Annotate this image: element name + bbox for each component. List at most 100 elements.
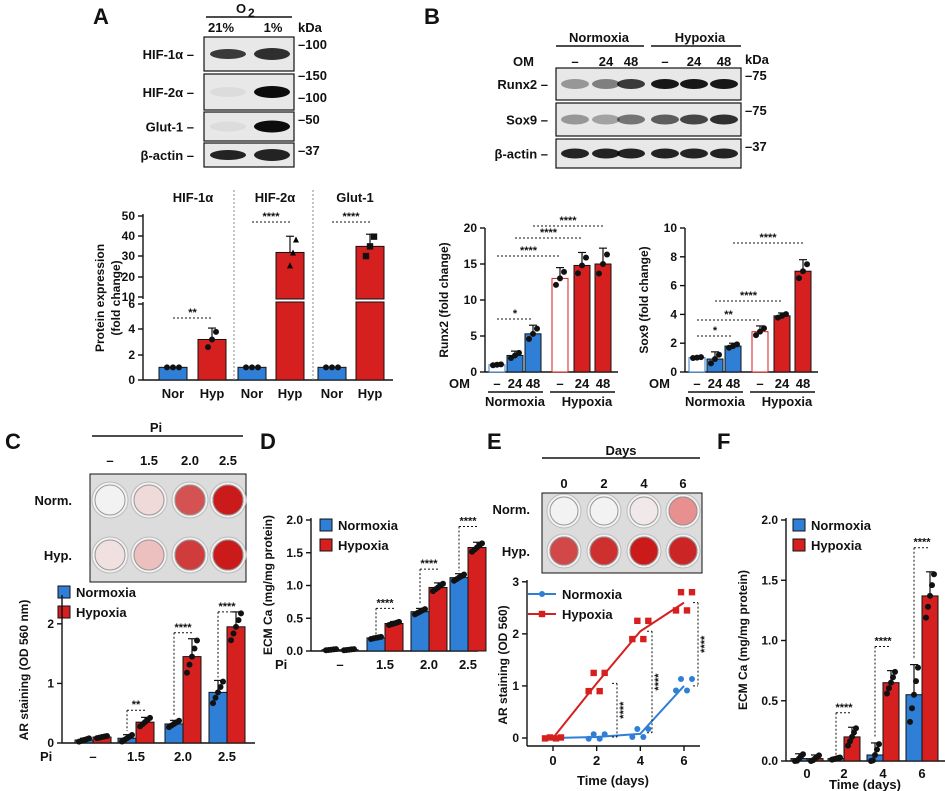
panel-f-bar-3-0 [905, 694, 923, 762]
panel-c-plate-col-2: 2.0 [181, 453, 199, 468]
panel-c-well-norm-3-inner [212, 484, 244, 516]
panel-b-band-2-2 [617, 148, 645, 159]
panel-d-legend-swatch-1 [319, 538, 333, 552]
panel-e-well-hyp-2-inner [629, 536, 659, 566]
panel-f-xtick-3: 6 [918, 766, 925, 781]
panel-b-lane-0: – [571, 54, 578, 69]
panel-e-point-nor-2-0 [629, 734, 636, 741]
panel-f-point-0-0-4 [800, 751, 806, 758]
panel-b-runx2-ylabel: Runx2 (fold change) [437, 242, 451, 357]
panel-e-point-hyp-0-2 [552, 735, 560, 742]
panel-b-kda: kDa [745, 52, 770, 67]
panel-b-sox9-y-tick-label: 4 [670, 307, 677, 321]
panel-c-sig-3: **** [218, 601, 236, 613]
panel-b-sox9-point-1-2 [716, 351, 722, 358]
panel-b-band-2-4 [680, 148, 708, 159]
panel-c-point-3-0-1 [212, 694, 219, 701]
panel-c-point-3-1-3 [235, 617, 242, 624]
panel-b-sox9-xcat-5: 48 [796, 376, 810, 391]
panel-d-point-3-0-4 [461, 571, 467, 578]
panel-e-legend-nor: Normoxia [562, 587, 623, 602]
panel-d-sig-3: **** [459, 516, 477, 528]
panel-b-band-2-3 [651, 148, 679, 159]
panel-e-well-hyp-3-inner [668, 536, 698, 566]
panel-f-y-tick-label: 2.0 [761, 513, 778, 527]
panel-d-y-tick-label: 2.0 [286, 513, 303, 527]
panel-a-point-1-0 [205, 344, 211, 351]
panel-c-letter: C [5, 429, 21, 454]
panel-a-upper-y-tick-label: 20 [122, 270, 136, 284]
panel-b-runx2-point-0-2 [498, 361, 504, 368]
panel-c-point-3-1-2 [233, 623, 239, 630]
panel-a-band-hyp-3 [254, 149, 290, 161]
panel-a-sig-1: ** [188, 307, 197, 319]
panel-e-row-hyp: Hyp. [502, 544, 530, 559]
panel-c-point-2-1-4 [194, 637, 200, 644]
panel-e-point-hyp-3-0 [672, 607, 680, 614]
panel-e-sig-3: **** [699, 635, 711, 653]
panel-e-point-nor-1-0 [585, 735, 592, 742]
panel-a-blot-label-1: HIF-2α – [143, 85, 194, 100]
panel-b-sox9-xcat-1: 24 [708, 376, 723, 391]
panel-d-ylabel: ECM Ca (mg/mg protein) [261, 515, 275, 655]
panel-b-band-0-2 [617, 79, 645, 89]
panel-e-y-tick-label: 2 [512, 627, 519, 641]
panel-d-bar-2-0 [410, 611, 430, 652]
panel-b-lane-4: 24 [687, 54, 702, 69]
panel-a-blot-label-3: β-actin – [141, 148, 194, 163]
panel-f-point-2-0-1 [870, 757, 876, 764]
panel-e-point-nor-3-2 [684, 687, 690, 694]
panel-e-sig-2: **** [653, 673, 665, 691]
panel-f-sig-3: **** [913, 537, 931, 549]
panel-a-kda: kDa [298, 20, 323, 35]
panel-e-plate-col-2: 4 [640, 476, 648, 491]
panel-c-point-3-0-3 [217, 683, 224, 690]
panel-c-plate-col-1: 1.5 [140, 453, 158, 468]
panel-e-line-normoxia [552, 685, 685, 739]
panel-e-xtick-1: 2 [593, 753, 600, 768]
panel-c-y-tick-label: 2 [47, 617, 54, 631]
panel-b-letter: B [424, 4, 440, 29]
panel-e-y-tick-label: 3 [512, 575, 519, 589]
panel-b-runx2-point-3-0 [553, 281, 559, 288]
panel-a-point-3-0 [287, 262, 293, 269]
panel-b-runx2-xcat-3: – [556, 376, 563, 391]
panel-b-band-1-4 [680, 114, 708, 125]
panel-b-sox9-ylabel: Sox9 (fold change) [637, 246, 651, 353]
panel-b-runx2-xcat-0: – [493, 376, 500, 391]
panel-d-point-2-1-4 [440, 580, 446, 587]
panel-c-well-hyp-2-inner [174, 539, 206, 571]
panel-a-point-2-1 [249, 364, 255, 371]
panel-a-lane-21: 21% [208, 20, 234, 35]
panel-f-point-2-1-4 [892, 668, 898, 675]
panel-b-sox9-sig-3: **** [759, 232, 777, 244]
panel-c-point-0-1-4 [104, 732, 110, 739]
panel-a-lower-y-tick-label: 0 [128, 373, 135, 387]
panel-b-sox9-point-3-1 [757, 328, 763, 335]
panel-c-point-1-0-4 [129, 732, 135, 739]
panel-c-plate-col-3: 2.5 [219, 453, 237, 468]
panel-a-o2-label: O [236, 1, 246, 16]
panel-c-point-2-1-2 [189, 653, 195, 660]
panel-f-xtick-0: 0 [803, 766, 810, 781]
panel-f-point-2-1-3 [890, 674, 896, 681]
panel-c-point-0-0-4 [86, 735, 92, 742]
panel-c-xcat-2: 2.0 [174, 749, 192, 764]
panel-a-ylabel-1: Protein expression [93, 244, 107, 352]
panel-d-sig-2: **** [420, 558, 438, 570]
panel-a-point-0-2 [176, 364, 182, 371]
panel-e-point-hyp-1-2 [596, 687, 603, 695]
panel-a-marker-0-0: –100 [298, 37, 327, 52]
panel-b-band-1-3 [651, 114, 679, 125]
panel-d-y-tick-label: 1.5 [286, 546, 303, 560]
panel-b-band-2-0 [561, 148, 589, 159]
panel-a-group-0: HIF-1α [173, 190, 214, 205]
panel-b-sox9-point-2-2 [734, 341, 740, 348]
panel-e-point-hyp-3-1 [677, 589, 685, 596]
panel-c-point-2-1-0 [184, 669, 190, 676]
panel-f-bar-3-1 [921, 595, 939, 762]
panel-e-well-norm-1-inner [589, 496, 619, 526]
panel-b-runx2-cond-hyp: Hypoxia [562, 394, 613, 409]
panel-a-bar-1 [197, 338, 227, 381]
panel-b-runx2-y-tick-label: 10 [464, 293, 478, 307]
